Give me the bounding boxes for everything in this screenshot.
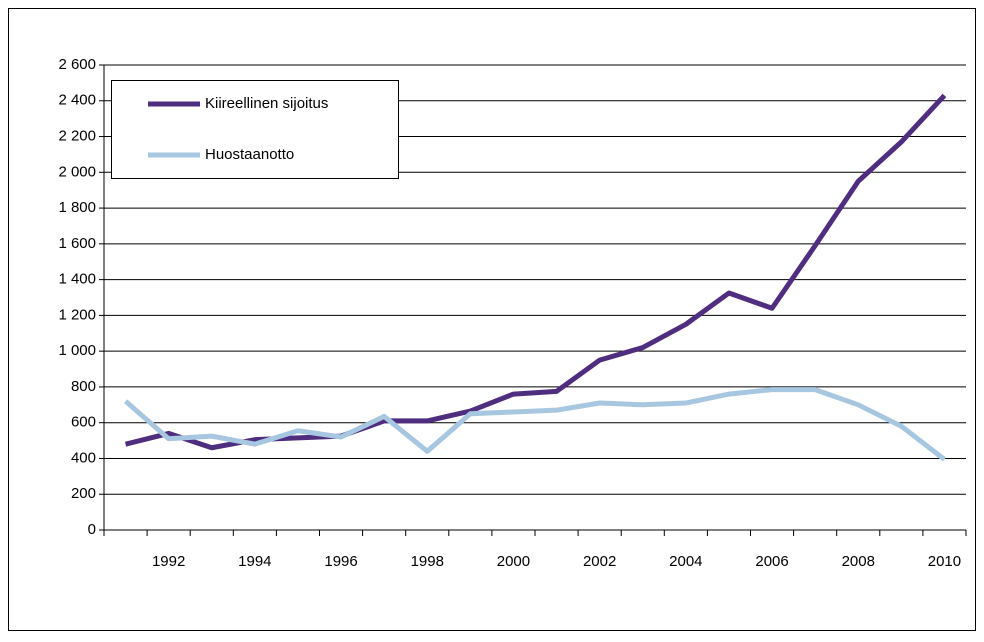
legend-label: Huostaanotto — [205, 146, 294, 163]
y-tick-label: 0 — [88, 521, 96, 538]
x-tick-label: 2002 — [583, 553, 616, 570]
y-tick-label: 1 600 — [58, 235, 96, 252]
y-tick-label: 400 — [71, 449, 96, 466]
legend-box — [111, 80, 399, 179]
x-tick-label: 2000 — [497, 553, 530, 570]
y-tick-label: 2 200 — [58, 128, 96, 145]
y-tick-label: 200 — [71, 485, 96, 502]
series-line — [123, 387, 946, 462]
y-tick-label: 1 200 — [58, 306, 96, 323]
y-tick-label: 1 800 — [58, 199, 96, 216]
y-tick-label: 2 000 — [58, 163, 96, 180]
x-tick-label: 2008 — [842, 553, 875, 570]
x-tick-label: 1994 — [238, 553, 271, 570]
legend-label: Kiireellinen sijoitus — [205, 95, 328, 112]
x-tick-label: 1992 — [152, 553, 185, 570]
x-tick-label: 2010 — [928, 553, 961, 570]
x-tick-label: 2006 — [755, 553, 788, 570]
y-tick-label: 1 400 — [58, 271, 96, 288]
y-tick-label: 2 600 — [58, 56, 96, 73]
y-tick-label: 2 400 — [58, 92, 96, 109]
x-tick-label: 2004 — [669, 553, 702, 570]
x-tick-label: 1998 — [411, 553, 444, 570]
x-tick-label: 1996 — [324, 553, 357, 570]
y-tick-label: 800 — [71, 378, 96, 395]
y-tick-label: 1 000 — [58, 342, 96, 359]
y-tick-label: 600 — [71, 414, 96, 431]
